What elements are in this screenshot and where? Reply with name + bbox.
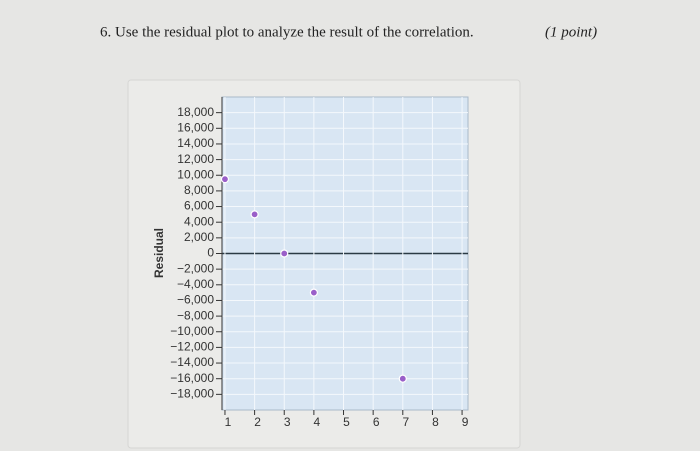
y-tick-label: −10,000 <box>170 324 214 338</box>
y-tick-label: −8,000 <box>177 308 214 322</box>
x-tick-label: 2 <box>254 415 261 429</box>
y-tick-label: 4,000 <box>184 214 214 228</box>
y-tick-label: 0 <box>207 246 214 260</box>
x-tick-label: 1 <box>225 415 232 429</box>
question-points: (1 point) <box>545 24 597 40</box>
x-tick-label: 5 <box>343 415 350 429</box>
y-tick-label: 10,000 <box>177 167 214 181</box>
point <box>250 210 259 219</box>
point <box>398 374 407 383</box>
point <box>309 288 318 297</box>
y-tick-label: −12,000 <box>170 340 214 354</box>
question-text: 6. Use the residual plot to analyze the … <box>100 24 474 40</box>
y-tick-label: 8,000 <box>184 183 214 197</box>
y-tick-label: −2,000 <box>177 261 214 275</box>
x-tick-label: 4 <box>314 415 321 429</box>
x-tick-label: 9 <box>462 415 469 429</box>
x-tick-label: 6 <box>373 415 380 429</box>
x-tick-label: 3 <box>284 415 291 429</box>
y-tick-label: −4,000 <box>177 277 214 291</box>
y-tick-label: −16,000 <box>170 371 214 385</box>
y-tick-label: 16,000 <box>177 120 214 134</box>
x-tick-label: 7 <box>402 415 409 429</box>
point <box>280 249 289 258</box>
y-axis-label: Residual <box>152 228 166 278</box>
y-tick-label: −6,000 <box>177 293 214 307</box>
y-tick-label: 14,000 <box>177 136 214 150</box>
y-tick-label: 18,000 <box>177 105 214 119</box>
y-tick-label: 6,000 <box>184 199 214 213</box>
y-tick-label: −18,000 <box>170 387 214 401</box>
x-tick-label: 8 <box>432 415 439 429</box>
y-tick-label: −14,000 <box>170 355 214 369</box>
y-tick-label: 2,000 <box>184 230 214 244</box>
y-tick-label: 12,000 <box>177 152 214 166</box>
point <box>220 175 230 184</box>
